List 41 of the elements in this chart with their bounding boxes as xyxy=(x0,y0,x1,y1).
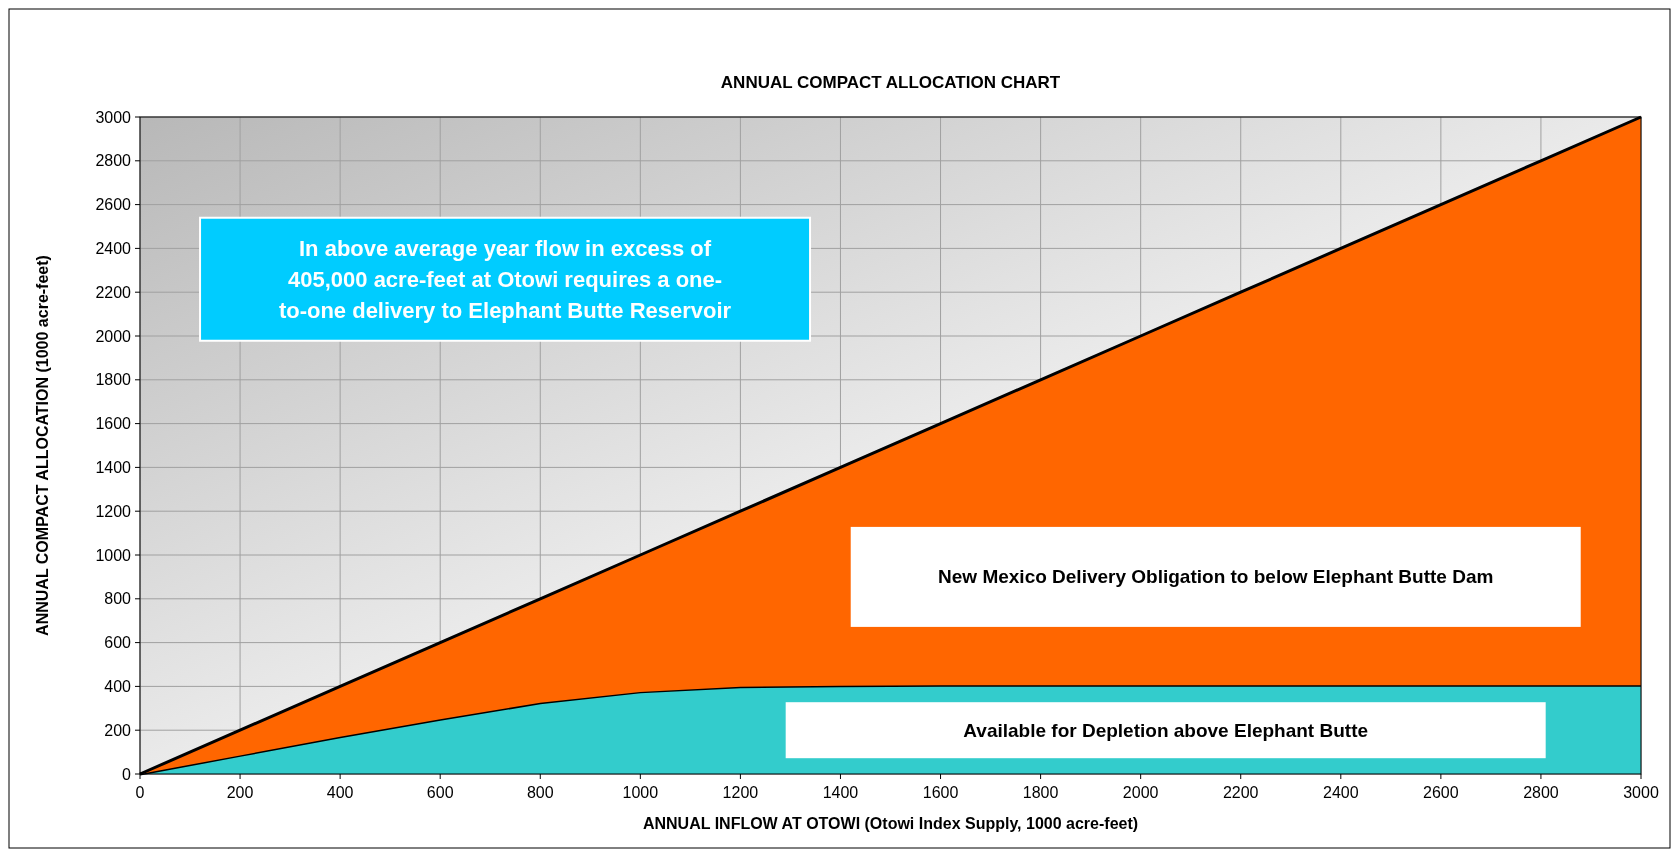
label-box: Available for Depletion above Elephant Butte xyxy=(785,702,1546,759)
x-tick-label: 1600 xyxy=(922,784,959,801)
x-axis-title: ANNUAL INFLOW AT OTOWI (Otowi Index Supply, 1000 acre-feet) xyxy=(642,815,1139,832)
x-tick-label: 0 xyxy=(135,784,145,801)
series-label: Available for Depletion above Elephant Butte xyxy=(963,719,1369,741)
note-box: In above average year flow in excess of 405,000 acre-feet at Otowi requires a one-to-one delivery to Elephant Butte Reservoir xyxy=(199,216,812,342)
x-tick-label: 800 xyxy=(526,784,554,801)
y-tick-label: 1400 xyxy=(95,458,132,476)
y-tick-label: 1000 xyxy=(95,546,132,564)
x-tick-label: 2000 xyxy=(1122,784,1159,801)
x-tick-label: 1800 xyxy=(1022,784,1059,801)
label-box: New Mexico Delivery Obligation to below Elephant Butte Dam xyxy=(850,526,1581,627)
x-tick-label: 200 xyxy=(226,784,254,801)
x-tick-label: 2400 xyxy=(1323,784,1359,801)
x-tick-label: 1400 xyxy=(822,784,859,801)
x-tick-label: 3000 xyxy=(1623,784,1659,801)
x-tick-label: 400 xyxy=(326,784,354,801)
y-tick-label: 400 xyxy=(104,677,132,695)
y-tick-label: 2600 xyxy=(95,196,132,214)
chart-title: ANNUAL COMPACT ALLOCATION CHART xyxy=(720,73,1061,92)
y-tick-label: 1200 xyxy=(95,502,132,520)
y-tick-label: 1800 xyxy=(95,371,132,389)
y-tick-label: 2200 xyxy=(95,283,132,301)
y-axis-title: ANNUAL COMPACT ALLOCATION (1000 acre-feet) xyxy=(34,255,51,636)
y-tick-label: 800 xyxy=(104,590,132,608)
y-tick-label: 0 xyxy=(122,765,132,783)
x-tick-label: 2600 xyxy=(1423,784,1459,801)
x-tick-label: 600 xyxy=(426,784,454,801)
y-tick-label: 2000 xyxy=(95,327,132,345)
y-tick-label: 3000 xyxy=(95,108,132,126)
annotation: In above average year flow in excess of 405,000 acre-feet at Otowi requires a one-to-one delivery to Elephant Butte Reservoir xyxy=(278,235,732,323)
y-tick-label: 200 xyxy=(104,721,132,739)
y-tick-label: 2800 xyxy=(95,152,132,170)
y-tick-label: 600 xyxy=(104,634,132,652)
y-tick-label: 1600 xyxy=(95,415,132,433)
series-label: New Mexico Delivery Obligation to below Elephant Butte Dam xyxy=(938,566,1494,588)
x-tick-label: 1200 xyxy=(722,784,759,801)
x-tick-label: 2800 xyxy=(1523,784,1559,801)
x-tick-label: 1000 xyxy=(622,784,659,801)
y-tick-label: 2400 xyxy=(95,239,132,257)
x-tick-label: 2200 xyxy=(1222,784,1259,801)
